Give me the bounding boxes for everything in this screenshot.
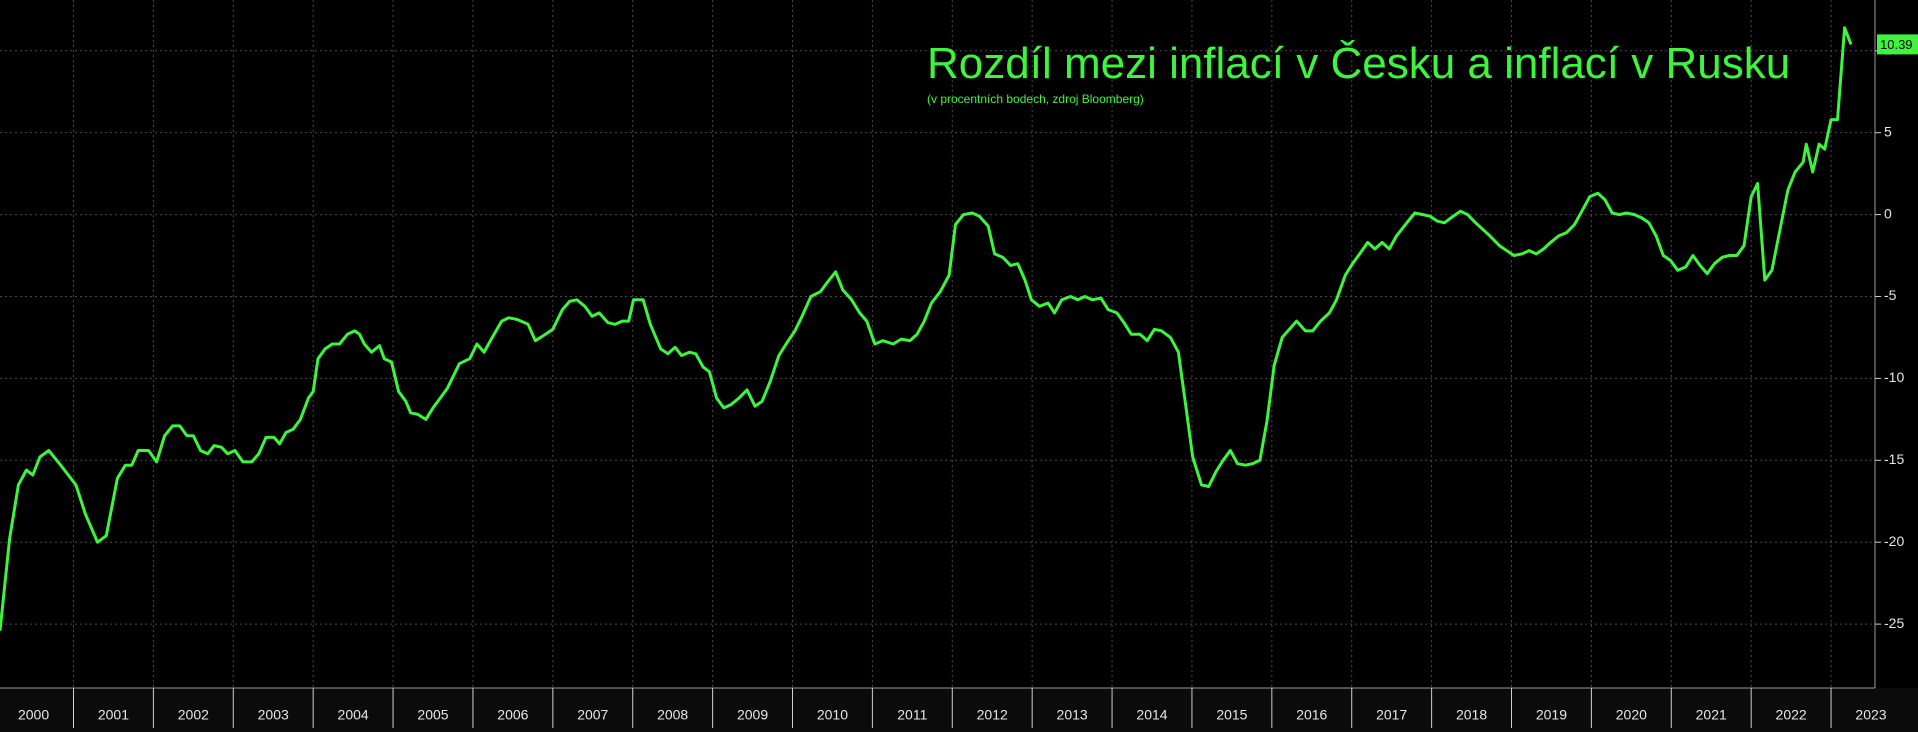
x-tick-label: 2001 <box>98 707 129 723</box>
x-tick-label: 2009 <box>737 707 768 723</box>
last-value-tag <box>1877 34 1918 55</box>
x-tick-label: 2012 <box>977 707 1008 723</box>
y-tick-label: 5 <box>1884 123 1892 139</box>
x-tick-label: 2000 <box>18 707 49 723</box>
x-tick-label: 2019 <box>1536 707 1567 723</box>
plot: 10.39 <box>0 26 1918 631</box>
last-value-label: 10.39 <box>1880 37 1913 52</box>
x-tick-label: 2015 <box>1216 707 1247 723</box>
y-tick-label: -15 <box>1884 451 1904 467</box>
x-tick-label: 2016 <box>1296 707 1327 723</box>
x-tick-label: 2017 <box>1376 707 1407 723</box>
x-tick-label: 2022 <box>1776 707 1807 723</box>
x-tick-label: 2018 <box>1456 707 1487 723</box>
x-tick-label: 2006 <box>497 707 528 723</box>
y-tick-label: 0 <box>1884 205 1892 221</box>
x-tick-label: 2013 <box>1057 707 1088 723</box>
x-tick-label: 2008 <box>657 707 688 723</box>
x-tick-label: 2003 <box>258 707 289 723</box>
x-tick-label: 2014 <box>1136 707 1167 723</box>
y-tick-label: -5 <box>1884 287 1897 303</box>
x-tick-label: 2023 <box>1855 707 1886 723</box>
data-line <box>0 26 1853 631</box>
y-tick-label: -10 <box>1884 369 1904 385</box>
chart-subtitle: (v procentních bodech, zdroj Bloomberg) <box>927 92 1144 106</box>
chart-title: Rozdíl mezi inflací v Česku a inflací v … <box>927 38 1790 88</box>
x-tick-label: 2010 <box>817 707 848 723</box>
x-tick-label: 2007 <box>577 707 608 723</box>
x-tick-label: 2004 <box>338 707 369 723</box>
x-tick-label: 2005 <box>417 707 448 723</box>
x-tick-label: 2011 <box>897 707 927 723</box>
y-tick-label: -25 <box>1884 615 1904 631</box>
y-tick-label: -20 <box>1884 533 1904 549</box>
x-tick-label: 2021 <box>1696 707 1727 723</box>
x-tick-label: 2002 <box>178 707 209 723</box>
x-tick-label: 2020 <box>1616 707 1647 723</box>
x-axis-band <box>0 688 1918 732</box>
